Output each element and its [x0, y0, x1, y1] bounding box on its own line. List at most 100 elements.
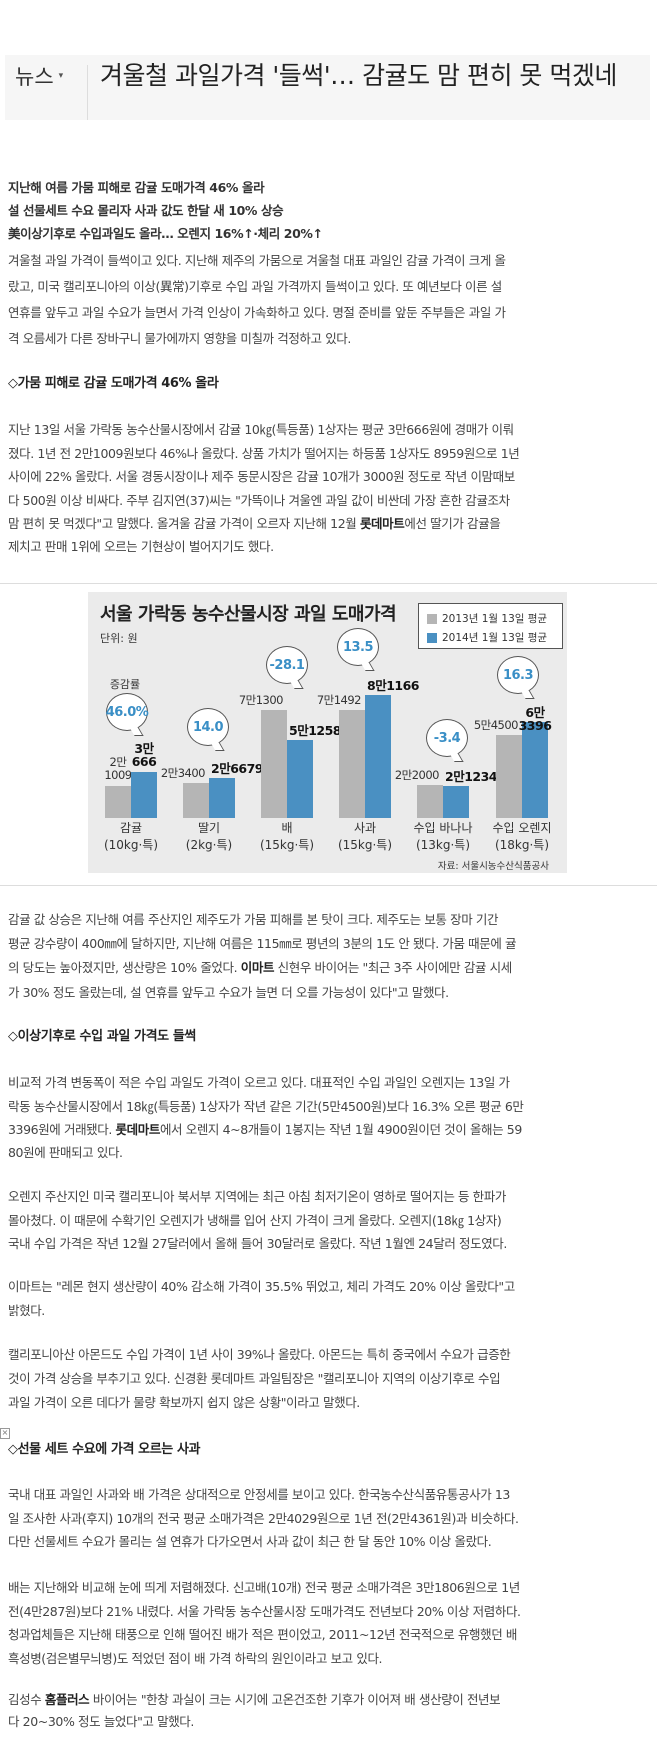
text-line: 밝혔다.	[8, 1302, 45, 1318]
chart-title: 서울 가락동 농수산물시장 과일 도매가격	[100, 604, 397, 625]
text-line: 국내 대표 과일인 사과와 배 가격은 상대적으로 안정세를 보이고 있다. 한…	[8, 1487, 510, 1503]
text-line: 3396원에 거래됐다. 롯데마트에서 오렌지 4~8개들이 1봉지는 작년 1…	[8, 1118, 653, 1141]
category-label: 딸기	[197, 821, 221, 835]
change-rate-label: 증감률	[109, 678, 141, 691]
paragraph: 지난 13일 서울 가락동 농수산물시장에서 감귤 10㎏(특등품) 1상자는 …	[8, 418, 653, 558]
company-name: 롯데마트	[115, 1121, 161, 1137]
bar	[261, 709, 287, 818]
category-label: 수입 바나나	[413, 821, 473, 835]
text-line: 오렌지 주산지인 미국 캘리포니아 북서부 지역에는 최근 아침 최저기온이 영…	[8, 1189, 506, 1205]
paragraph: 배는 지난해와 비교해 눈에 띄게 저렴해졌다. 신고배(10개) 전국 평균 …	[8, 1576, 653, 1670]
change-rate-bubble: -3.4	[426, 719, 468, 757]
category-unit: (15kg·특)	[259, 838, 315, 852]
bar	[522, 721, 548, 818]
bar	[443, 785, 469, 818]
data-label: 6만3396	[518, 704, 552, 733]
bar	[209, 777, 235, 818]
change-rate-bubble: 13.5	[337, 628, 379, 666]
text-line: 흑성병(검은별무늬병)도 적었던 점이 배 가격 하락의 원인이라고 보고 있다…	[8, 1650, 383, 1666]
text-line: 졌다. 1년 전 2만1009원보다 46%나 올랐다. 상품 가치가 떨어지는…	[8, 445, 520, 461]
bar	[417, 784, 443, 818]
paragraph: 캘리포니아산 아몬드도 수입 가격이 1년 사이 39%나 올랐다. 아몬드는 …	[8, 1343, 653, 1415]
text-line: 일 조사한 사과(후지) 10개의 전국 평균 소매가격은 2만4029원으로 …	[8, 1510, 519, 1526]
text-line: 전(4만287원)보다 21% 내렸다. 서울 가락동 농수산물시장 도매가격도…	[8, 1603, 521, 1619]
section-label[interactable]: 뉴스	[15, 65, 54, 89]
section-heading: ◇선물 세트 수요에 가격 오르는 사과	[8, 1438, 653, 1462]
data-label: 2만6679	[211, 760, 264, 776]
category-label: 배	[281, 821, 293, 835]
text-line: 과일 가격이 오른 데다가 물량 확보까지 쉽지 않은 상황"이라고 말했다.	[8, 1395, 360, 1410]
paragraph: 오렌지 주산지인 미국 캘리포니아 북서부 지역에는 최근 아침 최저기온이 영…	[8, 1185, 653, 1255]
paragraph: 비교적 가격 변동폭이 적은 수입 과일도 가격이 오르고 있다. 대표적인 수…	[8, 1071, 653, 1164]
text-line: 겨울철 과일 가격이 들썩이고 있다. 지난해 제주의 가뭄으로 겨울철 대표 …	[8, 253, 506, 268]
company-name: 롯데마트	[359, 515, 405, 531]
paragraph: 김성수 홈플러스 바이어는 "한창 과실이 크는 시기에 고온건조한 기후가 이…	[8, 1689, 653, 1734]
bar	[183, 782, 209, 818]
category-unit: (2kg·특)	[185, 838, 233, 852]
text-line: 평균 강수량이 400㎜에 달하지만, 지난해 여름은 115㎜로 평년의 3분…	[8, 936, 517, 952]
text-line: 락동 농수산물시장에서 18㎏(특등품) 1상자가 작년 같은 기간(5만450…	[8, 1098, 524, 1114]
change-rate-bubble: 14.0	[187, 708, 229, 746]
text-line: ◇가뭄 피해로 감귤 도매가격 46% 올라	[8, 376, 219, 391]
paragraph: 국내 대표 과일인 사과와 배 가격은 상대적으로 안정세를 보이고 있다. 한…	[8, 1483, 653, 1553]
divider	[0, 583, 657, 584]
category-label: 사과	[353, 821, 377, 835]
section-menu[interactable]: 뉴스 ▾	[15, 61, 63, 91]
text-line: 사이에 22% 올랐다. 서울 경동시장이나 제주 동문시장은 감귤 10개가 …	[8, 469, 515, 485]
text-line: 비교적 가격 변동폭이 적은 수입 과일도 가격이 오르고 있다. 대표적인 수…	[8, 1075, 510, 1091]
text-line: 지난 13일 서울 가락동 농수산물시장에서 감귤 10㎏(특등품) 1상자는 …	[8, 422, 514, 438]
text-line: 감귤 값 상승은 지난해 여름 주산지인 제주도가 가뭄 피해를 본 탓이 크다…	[8, 911, 499, 927]
category-label: 수입 오렌지	[492, 821, 552, 835]
legend-item: 2013년 1월 13일 평균	[427, 611, 547, 626]
bar	[131, 771, 157, 818]
text-line: 80원에 판매되고 있다.	[8, 1145, 123, 1161]
text-segment: 김성수	[8, 1691, 45, 1707]
data-label: 2만2000	[394, 767, 440, 782]
text-line: 지난해 여름 가뭄 피해로 감귤 도매가격 46% 올라	[8, 179, 265, 195]
text-segment: 신현우 바이어는 "최근 3주 사이에만 감귤 시세	[274, 960, 513, 976]
category-unit: (13kg·특)	[415, 838, 471, 852]
text-line: 맘 편히 못 먹겠다"고 말했다. 올겨울 감귤 가격이 오르자 지난해 12월…	[8, 512, 653, 535]
category-label: 감귤	[119, 821, 143, 835]
data-label: 8만1166	[367, 678, 420, 693]
legend-swatch	[427, 613, 437, 624]
legend-swatch	[427, 632, 437, 643]
text-line: 이마트는 "레몬 현지 생산량이 40% 감소해 가격이 35.5% 뛰었고, …	[8, 1279, 515, 1295]
text-line: 가 30% 정도 올랐는데, 설 연휴를 앞두고 수요가 늘면 더 오를 가능성…	[8, 984, 449, 1000]
divider	[0, 885, 657, 886]
text-line: 의 당도는 높아졌지만, 생산량은 10% 줄었다. 이마트 신현우 바이어는 …	[8, 956, 653, 980]
bar	[365, 695, 391, 818]
data-label: 5만1258	[289, 723, 342, 739]
text-line: 다 500원 이상 비싸다. 주부 김지연(37)씨는 "가뜩이나 겨울엔 과일…	[8, 492, 510, 508]
bar	[105, 786, 131, 818]
text-line: 배는 지난해와 비교해 눈에 띄게 저렴해졌다. 신고배(10개) 전국 평균 …	[8, 1580, 520, 1596]
change-rate-bubble: -28.1	[266, 646, 308, 684]
text-segment: 바이어는 "한창 과실이 크는 시기에 고온건조한 기후가 이어져 배 생산량이…	[89, 1691, 501, 1707]
change-rate-bubble: 16.3	[497, 656, 539, 694]
text-line: 김성수 홈플러스 바이어는 "한창 과실이 크는 시기에 고온건조한 기후가 이…	[8, 1689, 653, 1712]
data-label: 2만 1009	[104, 755, 132, 783]
text-line: 캘리포니아산 아몬드도 수입 가격이 1년 사이 39%나 올랐다. 아몬드는 …	[8, 1347, 511, 1362]
text-line: 제치고 판매 1위에 오르는 기현상이 벌어지기도 했다.	[8, 539, 274, 555]
text-segment: 3396원에 거래됐다.	[8, 1121, 116, 1137]
section-heading: ◇이상기후로 수입 과일 가격도 들썩	[8, 1025, 653, 1049]
text-line: ◇이상기후로 수입 과일 가격도 들썩	[8, 1029, 196, 1044]
text-line: 설 선물세트 수요 몰리자 사과 값도 한달 새 10% 상승	[8, 202, 284, 218]
category-unit: (15kg·특)	[337, 838, 393, 852]
text-line: 것이 가격 상승을 부추기고 있다. 신경환 롯데마트 과일팀장은 "캘리포니아…	[8, 1371, 501, 1386]
divider	[87, 65, 88, 120]
chevron-down-icon[interactable]: ▾	[58, 71, 64, 81]
legend-item: 2014년 1월 13일 평균	[427, 630, 547, 645]
category-unit: (10kg·특)	[103, 838, 159, 852]
paragraph: 이마트는 "레몬 현지 생산량이 40% 감소해 가격이 35.5% 뛰었고, …	[8, 1275, 653, 1322]
chart-figure: 서울 가락동 농수산물시장 과일 도매가격 단위: 원 2013년 1월 13일…	[88, 592, 567, 873]
company-name: 이마트	[240, 960, 275, 976]
page-title: 겨울철 과일가격 '들썩'… 감귤도 맘 편히 못 먹겠네	[100, 61, 617, 90]
text-line: 국내 수입 가격은 작년 12월 27달러에서 올해 들어 30달러로 올랐다.…	[8, 1235, 507, 1251]
text-line: 美이상기후로 수입과일도 올라… 오렌지 16%↑·체리 20%↑	[8, 225, 323, 241]
bar	[496, 735, 522, 818]
bar	[339, 709, 365, 818]
text-line: 격 오름세가 다른 장바구니 물가에까지 영향을 미칠까 걱정하고 있다.	[8, 331, 351, 346]
category-unit: (18kg·특)	[494, 838, 550, 852]
